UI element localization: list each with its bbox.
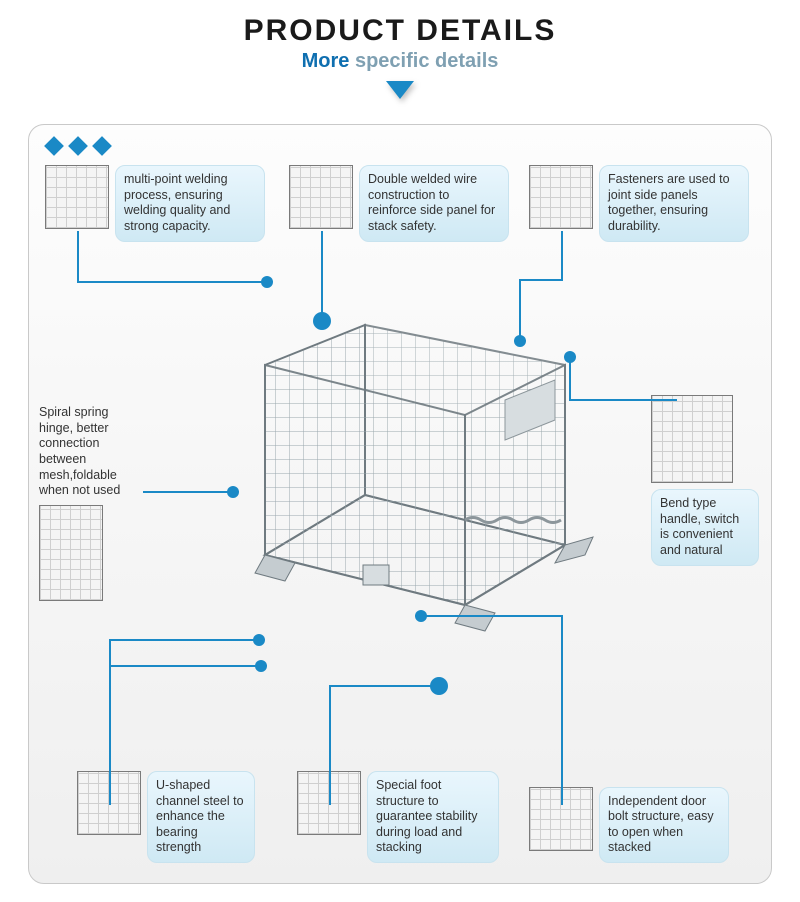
thumb-double-welded bbox=[289, 165, 353, 229]
leader-line bbox=[329, 685, 437, 687]
diamond-icon bbox=[68, 136, 88, 156]
leader-line bbox=[519, 279, 521, 339]
subtitle-rest: specific details bbox=[355, 50, 498, 72]
leader-line bbox=[421, 615, 561, 617]
leader-node bbox=[415, 610, 427, 622]
thumb-handle bbox=[651, 395, 733, 483]
product-image bbox=[205, 305, 605, 645]
page-subtitle: More specific details bbox=[0, 50, 800, 73]
leader-node bbox=[255, 660, 267, 672]
callout-text: U-shaped channel steel to enhance the be… bbox=[147, 771, 255, 863]
leader-node bbox=[227, 486, 239, 498]
leader-line bbox=[561, 231, 563, 279]
leader-line bbox=[569, 357, 571, 399]
thumb-welding bbox=[45, 165, 109, 229]
leader-line bbox=[109, 665, 259, 667]
leader-line bbox=[561, 615, 563, 805]
leader-node bbox=[261, 276, 273, 288]
leader-node bbox=[430, 677, 448, 695]
leader-line bbox=[321, 231, 323, 317]
leader-line bbox=[109, 639, 257, 641]
callout-text: Double welded wire construction to reinf… bbox=[359, 165, 509, 242]
subtitle-emph: More bbox=[302, 50, 350, 72]
callout-foot: Special foot structure to guarantee stab… bbox=[297, 771, 499, 863]
leader-node bbox=[313, 312, 331, 330]
leader-line bbox=[77, 281, 267, 283]
callout-spring-hinge: Spiral spring hinge, better connection b… bbox=[39, 405, 144, 601]
page-title: PRODUCT DETAILS bbox=[0, 14, 800, 48]
leader-line bbox=[109, 665, 111, 805]
callout-text: Fasteners are used to joint side panels … bbox=[599, 165, 749, 242]
leader-line bbox=[77, 231, 79, 281]
callout-text: multi-point welding process, ensuring we… bbox=[115, 165, 265, 242]
details-panel: multi-point welding process, ensuring we… bbox=[28, 124, 772, 884]
callout-text: Bend type handle, switch is convenient a… bbox=[651, 489, 759, 566]
thumb-fasteners bbox=[529, 165, 593, 229]
chevron-down-icon bbox=[386, 81, 414, 99]
thumb-spring-hinge bbox=[39, 505, 103, 601]
callout-handle: Bend type handle, switch is convenient a… bbox=[651, 395, 759, 566]
leader-node bbox=[564, 351, 576, 363]
leader-line bbox=[329, 685, 331, 805]
callout-text: Special foot structure to guarantee stab… bbox=[367, 771, 499, 863]
diamond-icon bbox=[92, 136, 112, 156]
leader-line bbox=[519, 279, 563, 281]
header: PRODUCT DETAILS More specific details bbox=[0, 0, 800, 99]
diamond-icon bbox=[44, 136, 64, 156]
leader-line bbox=[569, 399, 677, 401]
callout-door-bolt: Independent door bolt structure, easy to… bbox=[529, 787, 729, 864]
panel-dots bbox=[47, 139, 109, 153]
callout-text: Independent door bolt structure, easy to… bbox=[599, 787, 729, 864]
leader-node bbox=[253, 634, 265, 646]
leader-line bbox=[143, 491, 231, 493]
leader-line bbox=[109, 639, 111, 665]
callout-text: Spiral spring hinge, better connection b… bbox=[39, 405, 144, 499]
leader-node bbox=[514, 335, 526, 347]
callout-channel-steel: U-shaped channel steel to enhance the be… bbox=[77, 771, 255, 863]
